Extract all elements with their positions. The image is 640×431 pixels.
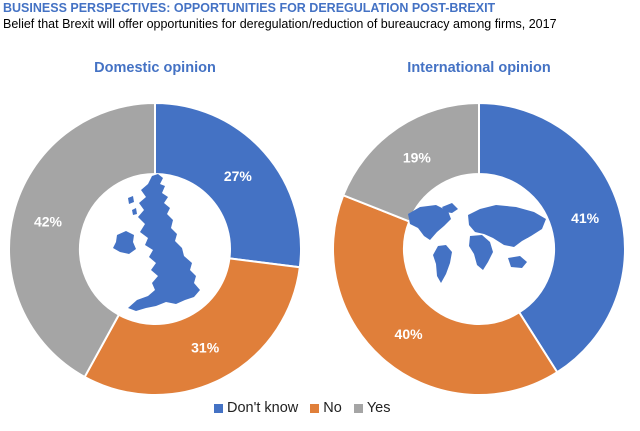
slice-no	[332, 193, 559, 396]
world-map-icon	[408, 203, 546, 283]
slice-label-no: 40%	[395, 326, 424, 342]
chart-title-domestic: Domestic opinion	[94, 60, 216, 76]
page-subtitle: Belief that Brexit will offer opportunit…	[3, 17, 557, 31]
legend-swatch-no	[310, 403, 320, 413]
slice-label-yes: 42%	[34, 214, 63, 230]
slice-label-dont-know: 41%	[571, 210, 600, 226]
legend: Don't know No Yes	[214, 400, 390, 416]
page-title: BUSINESS PERSPECTIVES: OPPORTUNITIES FOR…	[3, 1, 496, 15]
slice-yes	[341, 101, 480, 223]
uk-map-icon	[113, 167, 200, 311]
chart-title-international: International opinion	[407, 60, 550, 76]
donut-international: 41% 40% 19%	[332, 101, 626, 396]
slice-label-yes: 19%	[403, 150, 432, 166]
donut-domestic: 27% 31% 42%	[8, 101, 302, 396]
legend-swatch-dont-know	[214, 403, 223, 413]
slice-dont-know	[154, 101, 302, 269]
slice-dont-know	[478, 101, 626, 374]
slice-label-no: 31%	[191, 339, 220, 355]
legend-item-dont-know: Don't know	[214, 400, 298, 416]
legend-label-no: No	[323, 400, 342, 416]
legend-item-no: No	[310, 400, 342, 416]
slice-label-dont-know: 27%	[224, 168, 253, 184]
legend-label-dont-know: Don't know	[227, 400, 299, 416]
legend-item-yes: Yes	[353, 400, 391, 416]
slice-yes	[8, 101, 156, 379]
legend-swatch-yes	[353, 403, 363, 413]
slice-no	[83, 257, 301, 396]
legend-label-yes: Yes	[366, 400, 391, 416]
